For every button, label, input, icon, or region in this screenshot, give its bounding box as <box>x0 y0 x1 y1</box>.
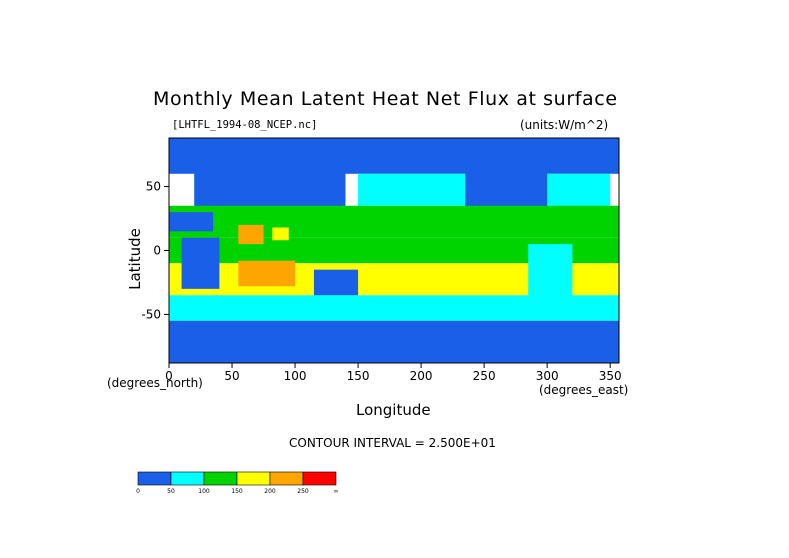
units-label: (units:W/m^2) <box>520 118 609 132</box>
region-africa <box>181 237 220 289</box>
region-sahara <box>169 212 214 232</box>
colorbar-tick-label: 100 <box>198 488 210 495</box>
y-tick-label: 0 <box>153 244 161 258</box>
region-australia <box>313 269 359 296</box>
region-arabian-sea <box>238 224 264 245</box>
y-tick-label: -50 <box>141 307 161 321</box>
y-axis: 50 0 -50 <box>141 180 169 321</box>
x-tick-label: 250 <box>473 369 496 383</box>
heatmap-field <box>169 138 619 363</box>
y-unit-label: (degrees_north) <box>107 376 203 390</box>
region-south-pacific-max <box>389 265 441 287</box>
colorbar-swatch <box>302 471 337 486</box>
colorbar-swatch <box>137 471 172 486</box>
colorbar-tick-label: 0 <box>136 488 140 495</box>
colorbar-swatch <box>269 471 304 486</box>
region-eurasia <box>194 161 346 213</box>
x-tick-label: 100 <box>284 369 307 383</box>
region-north-tropics <box>169 205 619 238</box>
colorbar-tick-label: 250 <box>297 488 309 495</box>
x-tick-label: 50 <box>224 369 239 383</box>
contour-interval-label: CONTOUR INTERVAL = 2.500E+01 <box>289 436 496 450</box>
colorbar-tick-label: ∞ <box>334 488 339 495</box>
region-bay-of-bengal <box>272 227 289 241</box>
colorbar-swatch <box>203 471 238 486</box>
region-indian-ocean-max <box>238 260 296 287</box>
x-tick-label: 150 <box>347 369 370 383</box>
colorbar-swatch <box>236 471 271 486</box>
colorbar-tick-label: 200 <box>264 488 276 495</box>
chart-title: Monthly Mean Latent Heat Net Flux at sur… <box>153 88 618 110</box>
x-axis: 0 50 100 150 200 250 300 350 <box>165 363 622 383</box>
x-axis-label: Longitude <box>356 401 431 419</box>
x-tick-label: 0 <box>165 369 173 383</box>
y-axis-label: Latitude <box>125 228 144 290</box>
y-tick-label: 50 <box>146 180 161 194</box>
region-south-america <box>528 244 573 302</box>
region-southern-ocean <box>169 320 619 340</box>
colorbar-tick-label: 50 <box>167 488 175 495</box>
file-label: [LHTFL_1994-08_NCEP.nc] <box>172 119 318 131</box>
x-tick-label: 200 <box>410 369 433 383</box>
x-tick-label: 300 <box>536 369 559 383</box>
x-tick-label: 350 <box>599 369 622 383</box>
x-unit-label: (degrees_east) <box>539 383 629 397</box>
region-antarctica <box>169 339 619 363</box>
colorbar-tick-label: 150 <box>231 488 243 495</box>
colorbar: 0 50 100 150 200 250 ∞ <box>136 471 339 495</box>
colorbar-swatch <box>170 471 205 486</box>
